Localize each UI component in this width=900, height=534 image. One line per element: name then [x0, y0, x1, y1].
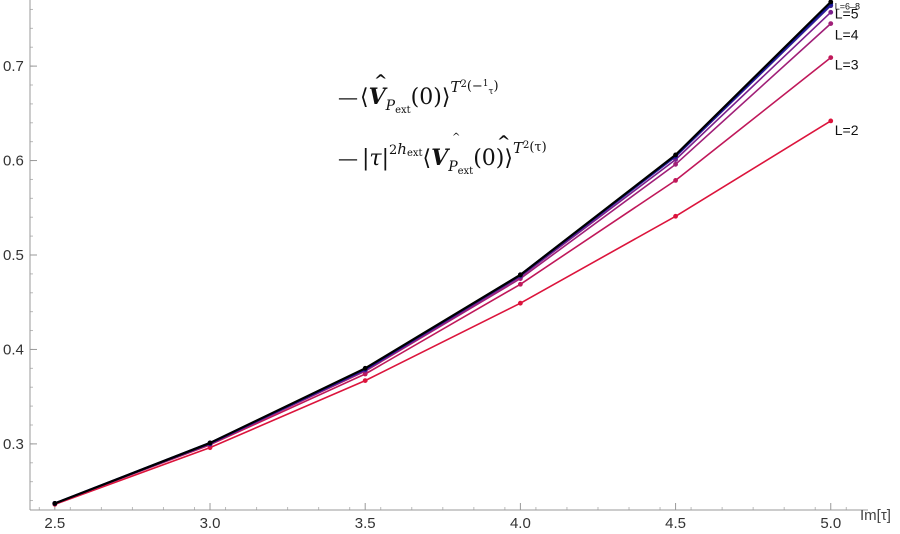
x-tick-label: 4.5: [665, 515, 686, 532]
series-end-labels: L=2 L=3 L=4 L=5L=6–8: [835, 2, 860, 138]
legend-entry-2: — |τ|2hext⟨VPext(0)⟩T2(τ) ^: [338, 132, 547, 177]
y-tick-label: 0.7: [3, 58, 24, 75]
series-line: [54, 5, 832, 505]
y-tick-label: 0.3: [3, 436, 24, 453]
y-tick-labels: 0.3 0.4 0.5 0.6 0.7: [3, 58, 37, 453]
legend-1-part-5: T: [450, 78, 461, 96]
data-point: [517, 281, 523, 287]
legend-2-part-7: ext: [458, 166, 474, 177]
series-end-label: L=3: [835, 57, 859, 73]
legend-2-part-3: ext: [407, 148, 423, 159]
series-end-label: L=2: [835, 122, 859, 138]
x-tick-label: 5.0: [820, 515, 841, 532]
data-point: [828, 55, 834, 61]
legend-2-part-8: (0)⟩: [473, 146, 513, 171]
x-axis-label: Im[τ]: [860, 507, 891, 524]
legend-1-part-1: V: [369, 84, 388, 110]
legend-1-part-2: P: [385, 98, 396, 114]
legend-2-part-2: h: [397, 140, 407, 158]
y-tick-label: 0.6: [3, 153, 24, 170]
series-lines: [52, 0, 834, 507]
legend-2-part-0: |τ|: [362, 146, 389, 171]
data-point: [673, 213, 678, 219]
legend-2-part-6: P: [447, 159, 458, 175]
legend-2-part-9: T: [513, 139, 524, 157]
data-point: [362, 378, 368, 384]
series-end-label: L=4: [835, 27, 859, 43]
series-end-label: L=6–8: [835, 2, 860, 12]
data-point: [517, 300, 523, 306]
y-tick-label: 0.5: [3, 247, 24, 264]
data-point: [207, 440, 213, 446]
legend-1-hat: ^: [374, 71, 387, 90]
legend-2-part-4: ⟨: [423, 146, 432, 171]
series-line: [54, 1, 832, 505]
series-line: [54, 56, 832, 505]
legend-marker-1: —: [338, 85, 358, 109]
legend-2-part-1: 2: [389, 143, 397, 158]
legend: — ⟨VPext(0)⟩T2(−1τ) — |τ|2hext⟨VPext(0)⟩…: [338, 71, 547, 177]
data-point: [673, 152, 678, 158]
y-tick-label: 0.4: [3, 341, 24, 358]
series-end-label: L=5: [835, 5, 859, 21]
legend-marker-2: —: [338, 146, 358, 170]
legend-2-part-11: (τ): [529, 140, 546, 155]
legend-1-part-9: τ: [489, 87, 494, 97]
x-tick-label: 2.5: [44, 515, 65, 532]
axes: [29, 0, 868, 511]
data-point: [828, 118, 834, 124]
legend-entry-1: — ⟨VPext(0)⟩T2(−1τ): [338, 78, 499, 116]
legend-1-part-6: 2: [460, 79, 466, 90]
x-tick-label: 3.5: [355, 515, 376, 532]
legend-2-v-hat: ^: [497, 132, 510, 151]
x-tick-label: 4.0: [510, 515, 531, 532]
data-point: [828, 21, 834, 27]
legend-1-part-7: (−: [467, 79, 483, 94]
data-point: [828, 0, 834, 5]
legend-2-hat: ^: [452, 132, 460, 143]
series-line: [54, 120, 832, 506]
data-point: [52, 500, 58, 506]
data-point: [517, 272, 523, 278]
x-tick-labels: 2.5 3.0 3.5 4.0 4.5 5.0: [44, 503, 841, 532]
legend-1-part-10: ): [494, 79, 499, 94]
legend-1-part-8: 1: [483, 79, 489, 89]
svg-text:|τ|2hext⟨VPext(0)⟩T2(τ): |τ|2hext⟨VPext(0)⟩T2(τ): [362, 139, 547, 177]
data-point: [673, 161, 678, 167]
legend-1-part-4: (0)⟩: [411, 85, 451, 110]
legend-2-part-5: V: [431, 145, 450, 171]
legend-1-part-3: ext: [395, 105, 411, 116]
svg-text:⟨VPext(0)⟩T2(−1τ): ⟨VPext(0)⟩T2(−1τ): [360, 78, 499, 116]
data-point: [673, 177, 678, 183]
data-point: [362, 365, 368, 371]
series-line: [54, 2, 832, 505]
data-point: [828, 9, 834, 15]
legend-1-part-0: ⟨: [360, 85, 369, 110]
legend-2-part-10: 2: [523, 140, 529, 151]
x-tick-label: 3.0: [200, 515, 221, 532]
